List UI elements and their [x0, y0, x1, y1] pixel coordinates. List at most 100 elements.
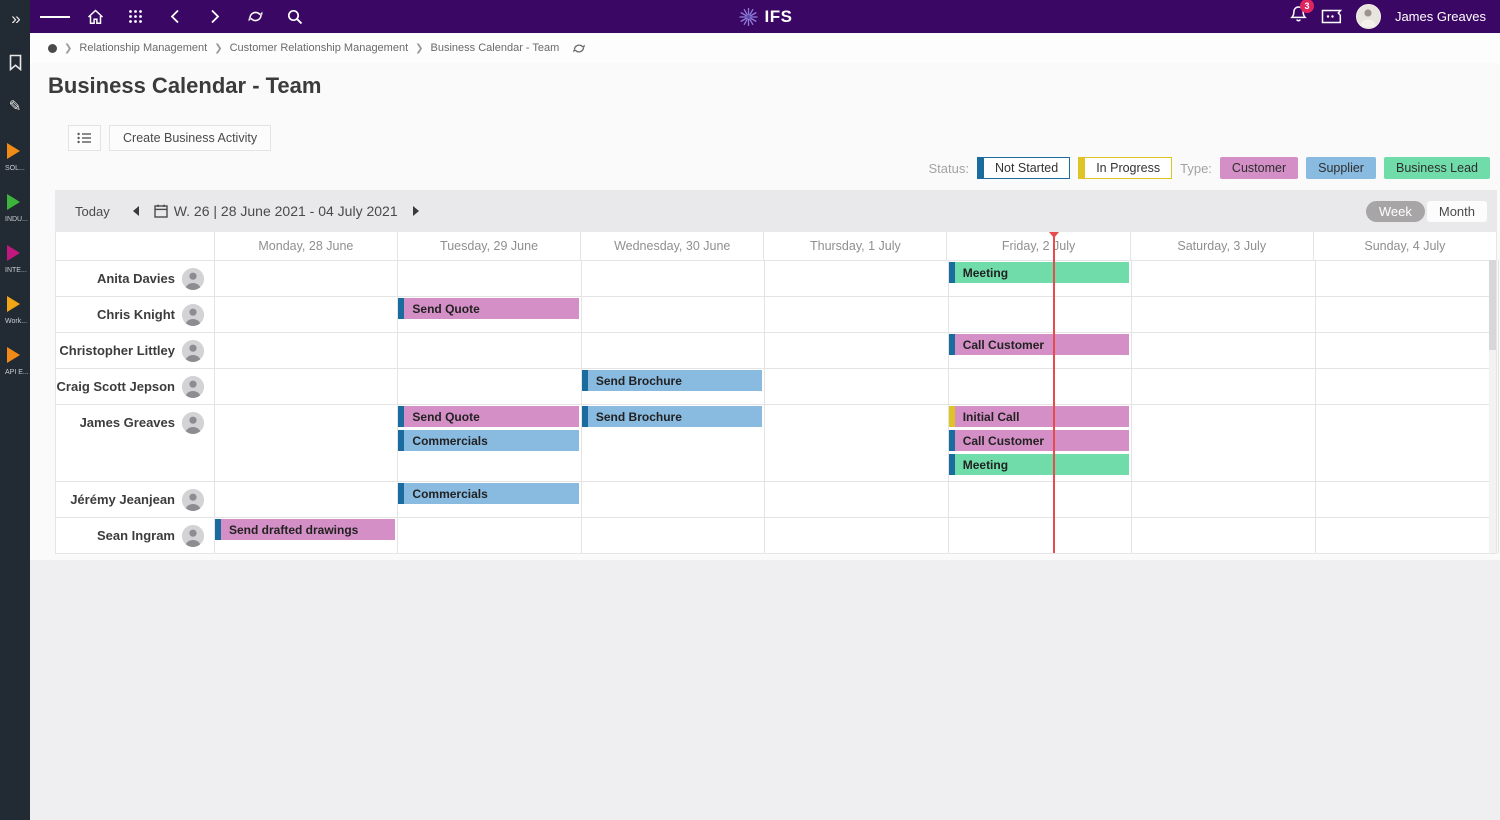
- person-row: Craig Scott Jepson: [56, 368, 1496, 404]
- sidebar-item-solution[interactable]: SOL...: [0, 143, 30, 172]
- activity-status-edge: [948, 406, 955, 427]
- activity-label: Call Customer: [962, 433, 1045, 448]
- next-week-icon[interactable]: [412, 206, 420, 216]
- activity-bar[interactable]: Send Brochure: [581, 406, 763, 427]
- forward-icon[interactable]: [200, 4, 230, 30]
- day-header: Tuesday, 29 June: [396, 232, 580, 260]
- column-divider: [947, 260, 949, 553]
- menu-icon[interactable]: [40, 4, 70, 30]
- activity-bar[interactable]: Meeting: [948, 262, 1130, 283]
- ifs-logo-burst: [739, 7, 758, 26]
- activity-status-edge: [398, 298, 405, 319]
- calendar-grid-body: Anita Davies Chris Knight Christopher Litt…: [56, 260, 1499, 553]
- breadcrumb-item[interactable]: Business Calendar - Team: [430, 42, 560, 54]
- activity-bar[interactable]: Send Quote: [398, 298, 579, 319]
- activity-label: Send Quote: [412, 409, 480, 424]
- sidebar-item-label: API E...: [5, 369, 29, 376]
- column-divider: [397, 260, 399, 553]
- pencil-icon[interactable]: ✎: [8, 98, 22, 115]
- person-avatar[interactable]: [182, 525, 204, 547]
- notifications-button[interactable]: 3: [1290, 0, 1314, 28]
- create-business-activity-button[interactable]: Create Business Activity: [109, 125, 272, 151]
- action-toolbar: Create Business Activity: [68, 125, 272, 151]
- person-avatar[interactable]: [182, 340, 204, 362]
- breadcrumb-item[interactable]: Customer Relationship Management: [229, 42, 409, 54]
- app-grid-icon[interactable]: [120, 4, 150, 30]
- activity-status-edge: [948, 454, 955, 475]
- feedback-chat-icon[interactable]: [1321, 9, 1342, 25]
- activity-bar[interactable]: Call Customer: [948, 334, 1130, 355]
- activity-label: Meeting: [962, 265, 1009, 280]
- activity-bar[interactable]: Initial Call: [948, 406, 1130, 427]
- person-avatar[interactable]: [182, 268, 204, 290]
- person-row: Sean Ingram: [56, 517, 1496, 553]
- play-icon: [7, 194, 20, 210]
- month-view-button[interactable]: Month: [1426, 200, 1487, 222]
- person-avatar[interactable]: [182, 489, 204, 511]
- notification-badge: 3: [1299, 0, 1314, 13]
- play-icon: [7, 143, 20, 159]
- activity-bar[interactable]: Meeting: [948, 454, 1130, 475]
- column-divider: [1498, 260, 1499, 553]
- activity-bar[interactable]: Send drafted drawings: [215, 519, 396, 540]
- activity-label: Send Brochure: [595, 409, 682, 424]
- activity-bar[interactable]: Call Customer: [948, 430, 1130, 451]
- business-calendar: Today W. 26 | 28 June 2021 - 04 July 202…: [55, 190, 1499, 554]
- legend-row: Status: Not Started In Progress Type: Cu…: [928, 157, 1490, 179]
- play-icon: [7, 347, 20, 363]
- legend-chip-label: Not Started: [994, 161, 1059, 175]
- ifs-logo-text: IFS: [764, 6, 793, 26]
- activity-bar[interactable]: Commercials: [398, 430, 579, 451]
- person-name-cell: Craig Scott Jepson: [56, 369, 214, 404]
- activity-bar[interactable]: Send Brochure: [581, 370, 763, 391]
- search-icon[interactable]: [280, 4, 310, 30]
- legend-not-started: Not Started: [976, 157, 1071, 179]
- activity-status-edge: [948, 262, 955, 283]
- sidebar-expand-icon[interactable]: »: [11, 8, 20, 28]
- user-avatar[interactable]: [1355, 4, 1381, 29]
- today-button[interactable]: Today: [75, 203, 110, 219]
- column-divider: [764, 260, 766, 553]
- person-avatar[interactable]: [182, 412, 204, 434]
- day-header: Wednesday, 30 June: [580, 232, 763, 260]
- person-name: Anita Davies: [96, 271, 175, 286]
- person-name-cell: James Greaves: [56, 405, 214, 481]
- home-icon[interactable]: [80, 4, 110, 30]
- person-name: Sean Ingram: [96, 528, 175, 543]
- person-avatar[interactable]: [182, 304, 204, 326]
- column-divider: [214, 260, 215, 553]
- person-row: James Greaves: [56, 404, 1496, 481]
- activity-status-edge: [581, 370, 588, 391]
- sidebar-item-work[interactable]: Work...: [0, 296, 30, 325]
- sidebar-item-industries[interactable]: INDU...: [0, 194, 30, 223]
- sidebar-item-integration[interactable]: INTE...: [0, 245, 30, 274]
- breadcrumb-refresh-icon[interactable]: [572, 42, 586, 55]
- page-title: Business Calendar - Team: [48, 73, 322, 98]
- week-view-button[interactable]: Week: [1365, 200, 1425, 222]
- activity-bar[interactable]: Commercials: [398, 483, 579, 504]
- user-name[interactable]: James Greaves: [1394, 9, 1486, 24]
- person-name-cell: Anita Davies: [56, 261, 214, 296]
- back-icon[interactable]: [160, 4, 190, 30]
- scrollbar-thumb[interactable]: [1489, 260, 1496, 350]
- play-icon: [7, 245, 20, 261]
- person-avatar[interactable]: [182, 376, 204, 398]
- calendar-grid: Monday, 28 June Tuesday, 29 June Wednesday…: [55, 232, 1499, 554]
- breadcrumb-home-dot[interactable]: [48, 43, 57, 53]
- page-background: [30, 560, 1500, 820]
- column-divider: [580, 260, 582, 553]
- legend-supplier: Supplier: [1306, 157, 1376, 179]
- list-view-button[interactable]: [68, 125, 101, 151]
- status-color-bar: [1079, 158, 1086, 178]
- previous-week-icon[interactable]: [132, 206, 140, 216]
- calendar-toolbar: Today W. 26 | 28 June 2021 - 04 July 202…: [55, 190, 1497, 232]
- status-legend-label: Status:: [928, 160, 969, 176]
- activity-bar[interactable]: Send Quote: [398, 406, 579, 427]
- bookmark-icon[interactable]: [0, 47, 30, 77]
- activity-status-edge: [398, 406, 405, 427]
- refresh-icon[interactable]: [240, 4, 270, 30]
- sidebar-item-api-explorer[interactable]: API E...: [0, 347, 30, 376]
- vertical-scrollbar[interactable]: [1489, 260, 1496, 553]
- breadcrumb-item[interactable]: Relationship Management: [79, 42, 208, 54]
- legend-chip-label: In Progress: [1096, 161, 1161, 175]
